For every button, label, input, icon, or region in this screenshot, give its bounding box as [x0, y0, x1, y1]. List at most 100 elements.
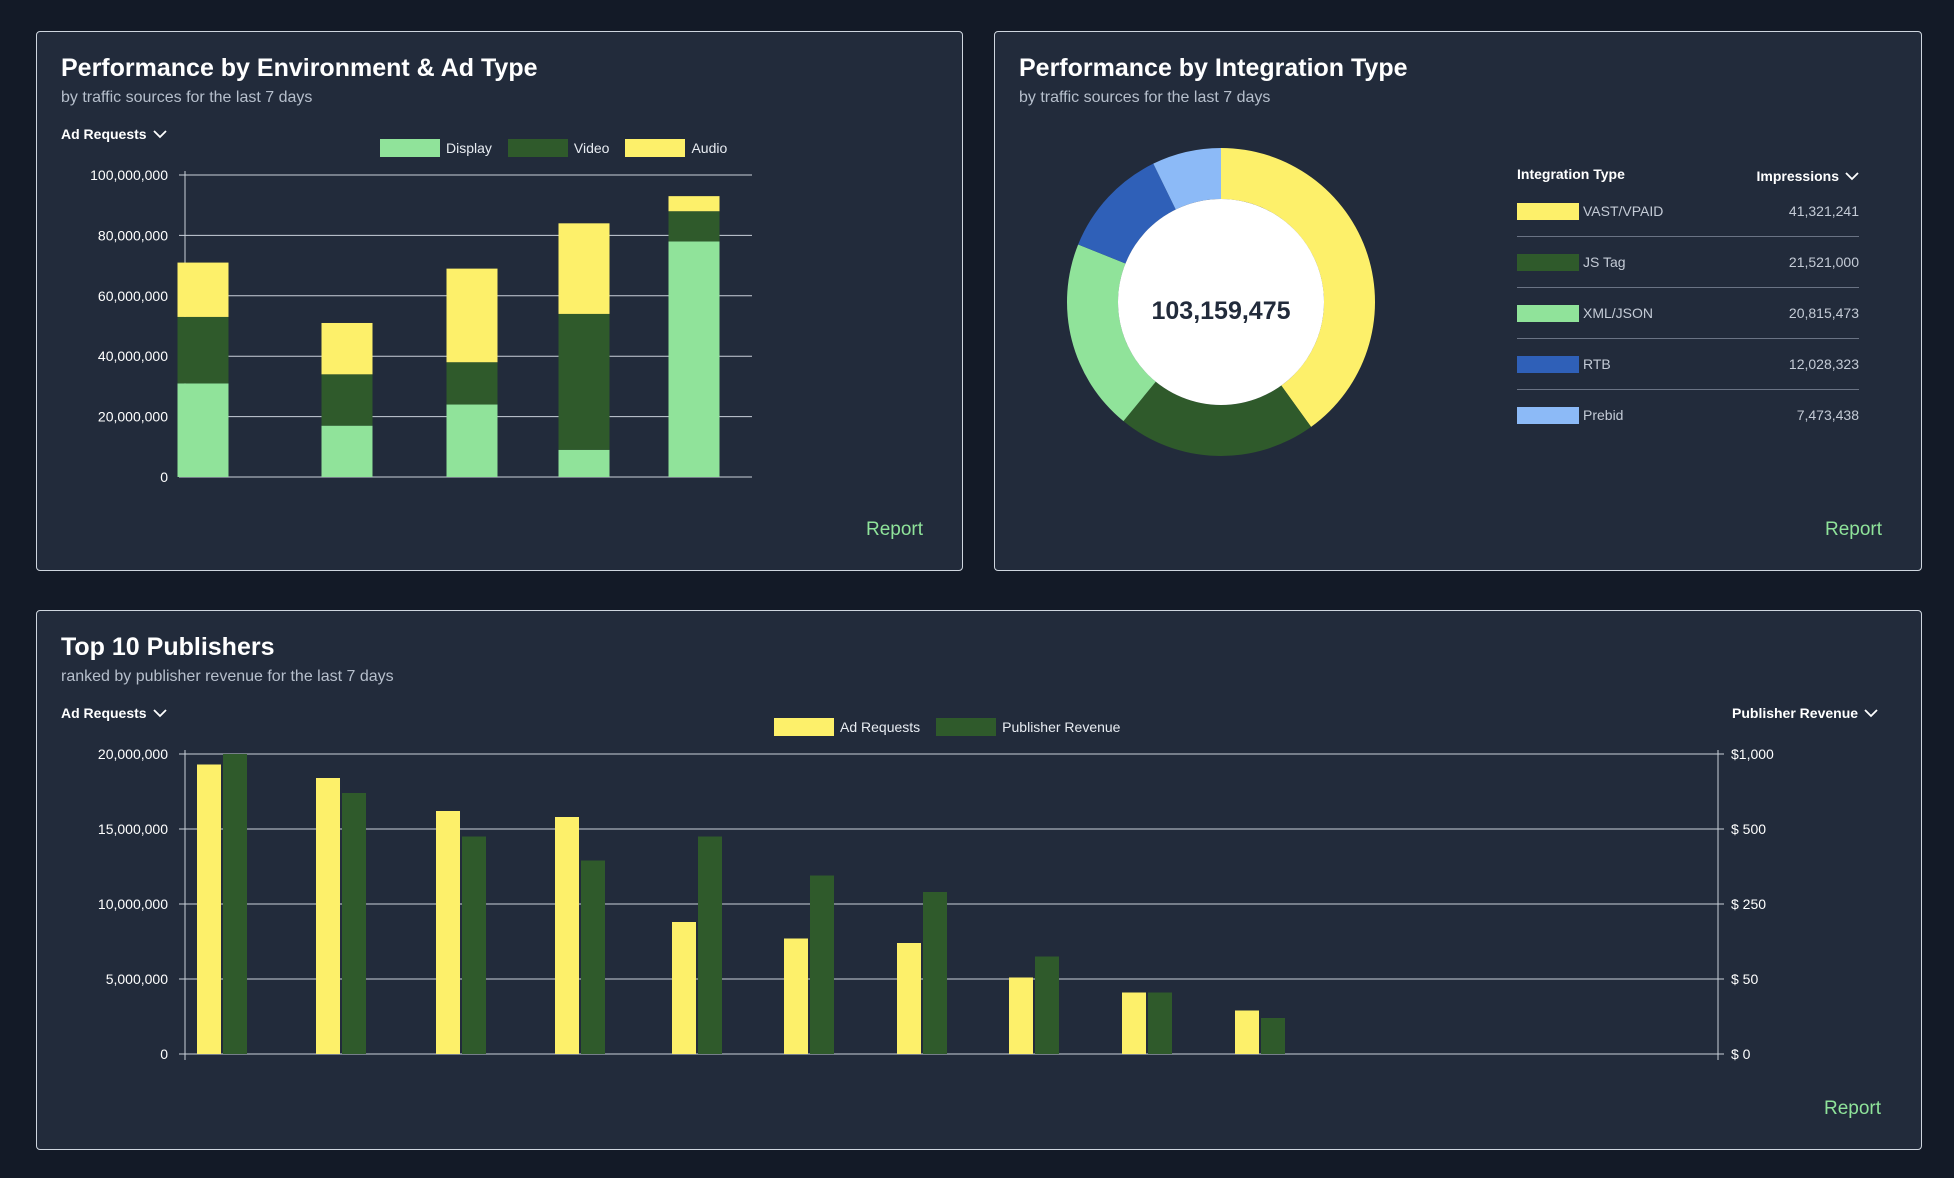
y-tick-label: 60,000,000 — [98, 288, 168, 304]
report-link[interactable]: Report — [1825, 519, 1883, 540]
y-tick-label: 5,000,000 — [106, 971, 168, 987]
legend-item-ad-requests[interactable]: Ad Requests — [774, 718, 920, 736]
legend-item-display[interactable]: Display — [380, 139, 492, 157]
integration-type-panel: Performance by Integration Type by traff… — [994, 31, 1922, 571]
bar-publisher-revenue-2 — [342, 793, 366, 1054]
integration-impressions: 7,473,438 — [1796, 407, 1859, 423]
bar-publisher-revenue-7 — [923, 892, 947, 1054]
integration-row[interactable]: VAST/VPAID 41,321,241 — [1517, 186, 1859, 237]
top-publishers-panel: Top 10 Publishers ranked by publisher re… — [36, 610, 1922, 1150]
donut-chart — [1067, 148, 1375, 456]
column-header-impressions[interactable]: Impressions — [1757, 166, 1859, 186]
integration-impressions: 20,815,473 — [1788, 305, 1859, 321]
bar-publisher-revenue-9 — [1148, 992, 1172, 1054]
bar-audio-1 — [177, 262, 229, 317]
bar-display-5 — [668, 241, 720, 477]
bar-video-5 — [668, 211, 720, 242]
donut-hole — [1118, 199, 1324, 405]
legend-swatch-publisher-revenue — [936, 718, 997, 736]
right-metric-selector[interactable]: Publisher Revenue — [1732, 705, 1878, 721]
chart-legend: Ad Requests Publisher Revenue — [774, 718, 1136, 736]
left-metric-selector[interactable]: Ad Requests — [61, 705, 167, 721]
bar-ad-requests-1 — [197, 764, 221, 1054]
report-link[interactable]: Report — [866, 519, 924, 540]
bar-publisher-revenue-5 — [698, 836, 722, 1054]
legend-swatch-ad-requests — [774, 718, 834, 736]
legend-swatch-video — [507, 139, 568, 157]
panel-title: Performance by Environment & Ad Type — [61, 54, 538, 82]
metric-selector[interactable]: Ad Requests — [61, 126, 167, 142]
bar-publisher-revenue-8 — [1035, 956, 1059, 1054]
integration-name: VAST/VPAID — [1583, 203, 1664, 219]
bar-display-3 — [446, 404, 498, 477]
legend-label-display: Display — [446, 140, 492, 156]
y-tick-label: 0 — [160, 469, 168, 485]
donut-slice-prebid — [1153, 148, 1221, 210]
legend-item-publisher-revenue[interactable]: Publisher Revenue — [936, 718, 1120, 736]
right-metric-selector-label: Publisher Revenue — [1732, 705, 1859, 721]
integration-name: JS Tag — [1583, 254, 1626, 270]
y-tick-label: 20,000,000 — [98, 746, 168, 762]
environment-ad-type-panel: Performance by Environment & Ad Type by … — [36, 31, 963, 571]
left-metric-selector-label: Ad Requests — [61, 705, 147, 721]
bar-display-1 — [177, 383, 229, 477]
integration-swatch — [1517, 355, 1579, 373]
chevron-down-icon — [1845, 171, 1859, 180]
y-tick-label: 100,000,000 — [90, 167, 168, 183]
bar-publisher-revenue-1 — [223, 754, 247, 1054]
legend-label-video: Video — [573, 140, 610, 156]
report-link[interactable]: Report — [1824, 1098, 1882, 1119]
bar-video-2 — [321, 374, 373, 426]
bar-ad-requests-8 — [1009, 977, 1033, 1054]
legend-label-ad-requests: Ad Requests — [840, 719, 921, 735]
bar-ad-requests-3 — [436, 811, 460, 1054]
bar-publisher-revenue-4 — [581, 860, 605, 1054]
chart-legend: Display Video Audio — [380, 139, 743, 157]
bar-ad-requests-6 — [784, 938, 808, 1054]
integration-impressions: 12,028,323 — [1788, 356, 1859, 372]
chevron-down-icon — [152, 708, 167, 717]
legend-item-video[interactable]: Video — [507, 139, 610, 157]
integration-table: Integration Type Impressions VAST/VPAID 4… — [1517, 166, 1859, 440]
panel-subtitle: ranked by publisher revenue for the last… — [61, 668, 394, 685]
integration-row[interactable]: Prebid 7,473,438 — [1517, 390, 1859, 440]
integration-impressions: 21,521,000 — [1788, 254, 1859, 270]
integration-name: RTB — [1583, 356, 1611, 372]
panel-title: Top 10 Publishers — [61, 633, 275, 661]
bar-ad-requests-9 — [1122, 992, 1146, 1054]
bar-video-4 — [558, 313, 610, 450]
bar-ad-requests-2 — [316, 778, 340, 1054]
panel-subtitle: by traffic sources for the last 7 days — [1019, 89, 1271, 106]
y2-tick-label: $1,000 — [1731, 746, 1774, 762]
y2-tick-label: $ 250 — [1731, 896, 1766, 912]
column-header-type: Integration Type — [1517, 166, 1625, 182]
y-tick-label: 80,000,000 — [98, 227, 168, 243]
donut-slice-js-tag — [1123, 381, 1312, 456]
integration-name: XML/JSON — [1583, 305, 1654, 321]
integration-swatch — [1517, 304, 1579, 322]
bar-audio-4 — [558, 223, 610, 314]
donut-slice-xml-json — [1067, 244, 1156, 422]
bar-video-3 — [446, 362, 498, 405]
bar-display-4 — [558, 449, 610, 477]
y-tick-label: 10,000,000 — [98, 896, 168, 912]
legend-item-audio[interactable]: Audio — [625, 139, 727, 157]
integration-rows: VAST/VPAID 41,321,241 JS Tag 21,521,000 XML/… — [1517, 186, 1859, 440]
y-tick-label: 15,000,000 — [98, 821, 168, 837]
integration-name: Prebid — [1583, 407, 1624, 423]
legend-swatch-audio — [625, 139, 686, 157]
chevron-down-icon — [152, 129, 167, 138]
donut-total: 103,159,475 — [1151, 297, 1291, 325]
integration-row[interactable]: XML/JSON 20,815,473 — [1517, 288, 1859, 339]
y-tick-label: 0 — [160, 1046, 168, 1062]
bar-audio-5 — [668, 196, 720, 212]
bar-ad-requests-10 — [1235, 1010, 1259, 1054]
integration-row[interactable]: RTB 12,028,323 — [1517, 339, 1859, 390]
integration-swatch — [1517, 253, 1579, 271]
integration-swatch — [1517, 202, 1579, 220]
bar-publisher-revenue-10 — [1261, 1018, 1285, 1054]
y2-tick-label: $ 500 — [1731, 821, 1766, 837]
integration-row[interactable]: JS Tag 21,521,000 — [1517, 237, 1859, 288]
panel-title: Performance by Integration Type — [1019, 54, 1408, 82]
y2-tick-label: $ 0 — [1731, 1046, 1751, 1062]
